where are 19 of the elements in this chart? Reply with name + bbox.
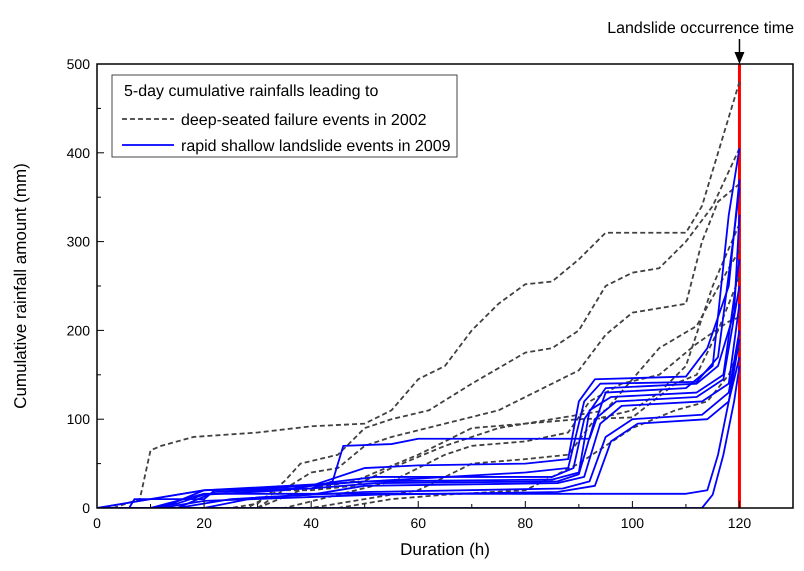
x-tick-label: 80 — [518, 515, 534, 531]
x-tick-label: 20 — [196, 515, 212, 531]
y-tick-label: 300 — [66, 234, 90, 250]
y-tick-label: 400 — [66, 144, 90, 161]
x-tick-label: 60 — [410, 515, 426, 531]
y-tick-label: 200 — [66, 322, 90, 338]
x-tick-label: 120 — [728, 515, 752, 531]
x-tick-label: 100 — [620, 515, 644, 531]
x-tick-label: 0 — [93, 515, 102, 531]
x-axis-title: Duration (h) — [400, 540, 490, 559]
legend-title: 5-day cumulative rainfalls leading to — [124, 83, 378, 100]
y-tick-label: 100 — [66, 411, 90, 428]
ref-line-label: Landslide occurrence time — [607, 20, 794, 37]
y-tick-label: 0 — [82, 500, 90, 516]
legend-label: deep-seated failure events in 2002 — [181, 112, 427, 129]
y-axis-title: Cumulative rainfall amount (mm) — [11, 163, 30, 409]
y-tick-label: 500 — [66, 56, 90, 72]
x-tick-label: 40 — [303, 515, 320, 531]
legend-label: rapid shallow landslide events in 2009 — [181, 138, 451, 155]
